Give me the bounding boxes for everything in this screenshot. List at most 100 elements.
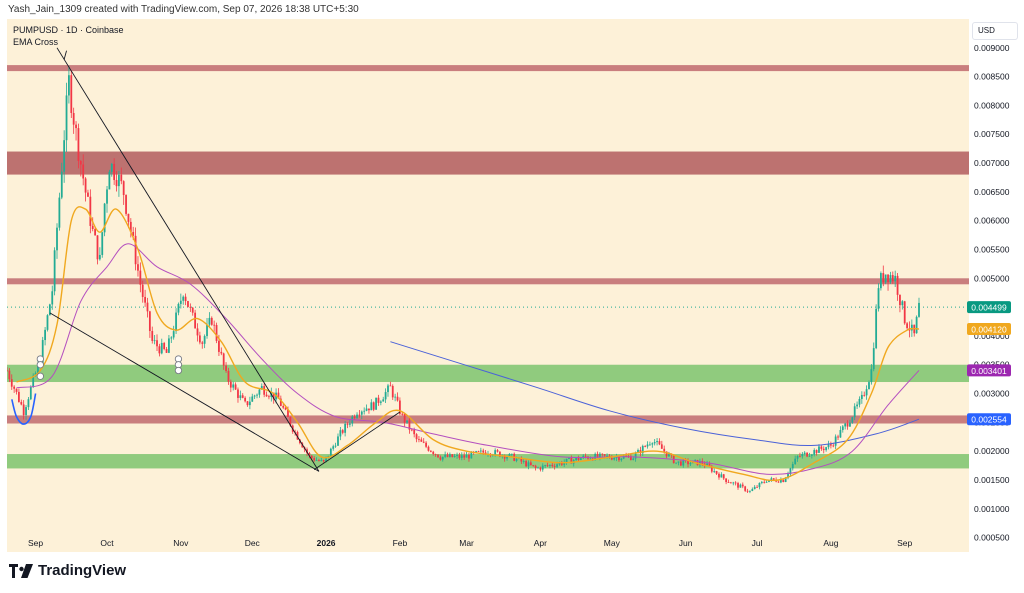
candle — [348, 420, 351, 428]
candle — [887, 274, 889, 291]
candle — [106, 186, 108, 213]
candle — [27, 397, 30, 410]
candle-body — [182, 296, 185, 301]
candle-body — [120, 174, 123, 182]
candle — [677, 461, 680, 466]
price-label-bg — [967, 364, 1011, 377]
candle-body — [91, 225, 94, 229]
candle-body — [534, 465, 537, 468]
candle-body — [832, 445, 835, 447]
candle-body — [601, 453, 604, 455]
candle — [198, 331, 201, 345]
indicator-legend[interactable]: EMA Cross — [13, 37, 59, 47]
candle-body — [453, 456, 456, 458]
candle-body — [296, 431, 299, 440]
candle — [756, 485, 758, 488]
price-label: 0.004499 — [967, 301, 1011, 314]
candle — [601, 453, 604, 457]
candle — [527, 460, 530, 470]
candle-body — [110, 163, 113, 172]
candle — [713, 468, 716, 473]
candle-body — [113, 163, 116, 181]
candle-body — [437, 454, 439, 458]
candle — [18, 388, 20, 403]
y-tick-label: 0.004000 — [974, 331, 1010, 341]
candle-body — [746, 490, 749, 492]
candle — [184, 293, 187, 306]
price-label-text: 0.004499 — [971, 303, 1007, 313]
candle — [860, 391, 863, 404]
symbol-legend[interactable]: PUMPUSD · 1D · Coinbase — [13, 25, 124, 35]
candle-body — [15, 388, 18, 392]
candle-body — [272, 392, 275, 400]
candle — [344, 421, 347, 437]
chart-header: Yash_Jain_1309 created with TradingView.… — [8, 4, 359, 15]
candle — [70, 70, 73, 119]
rounding-bottom-curve — [11, 393, 37, 425]
candle — [246, 401, 249, 407]
candle-body — [115, 180, 118, 187]
candle — [896, 273, 899, 301]
candle — [799, 452, 801, 458]
candle — [72, 107, 75, 134]
candle-body — [849, 422, 851, 427]
candle-body — [470, 451, 473, 459]
candle — [94, 227, 97, 236]
candle — [844, 422, 847, 430]
y-tick-label: 0.001500 — [974, 475, 1010, 485]
candle — [546, 462, 549, 468]
candle-body — [27, 399, 30, 408]
resistance-zone — [7, 278, 969, 285]
candle-body — [313, 458, 316, 461]
price-axis[interactable] — [969, 19, 1019, 552]
candle — [889, 271, 892, 284]
candle — [287, 406, 289, 417]
candle — [901, 300, 904, 310]
candle — [122, 180, 125, 205]
candle-body — [620, 458, 623, 461]
candle-body — [479, 450, 482, 452]
candle-body — [122, 181, 125, 196]
candle — [894, 270, 897, 287]
currency-button[interactable]: USD — [972, 22, 1018, 40]
candle-body — [325, 456, 327, 462]
candle — [615, 453, 618, 462]
candle — [368, 408, 370, 414]
candle — [177, 302, 180, 316]
candle-body — [879, 273, 882, 289]
candle — [841, 424, 844, 433]
candle-body — [72, 112, 75, 125]
candle-body — [468, 454, 470, 459]
candle — [815, 449, 818, 456]
y-tick-label: 0.006000 — [974, 216, 1010, 226]
candle-body — [641, 445, 644, 454]
candle — [863, 391, 866, 397]
candle — [727, 479, 730, 483]
candle-body — [168, 338, 170, 353]
candle-body — [56, 227, 58, 251]
ema-fast-line — [16, 206, 920, 482]
candle-body — [148, 311, 151, 332]
candle-body — [599, 453, 601, 458]
candle-body — [784, 477, 787, 483]
candle-body — [170, 337, 173, 339]
candle — [870, 364, 873, 385]
candle — [379, 400, 382, 406]
candle-body — [615, 456, 618, 458]
candle — [201, 340, 204, 349]
candle-body — [737, 483, 739, 488]
candle — [741, 482, 744, 489]
candle-body — [768, 480, 770, 482]
candle-body — [901, 301, 904, 306]
candle — [732, 481, 735, 486]
candle — [644, 445, 647, 448]
candle-body — [220, 351, 223, 354]
candle — [525, 458, 527, 468]
candle — [329, 447, 332, 457]
candle — [125, 194, 127, 216]
candle-body — [263, 386, 266, 395]
candle-body — [77, 128, 80, 162]
candle — [313, 456, 316, 462]
candle — [420, 437, 423, 442]
